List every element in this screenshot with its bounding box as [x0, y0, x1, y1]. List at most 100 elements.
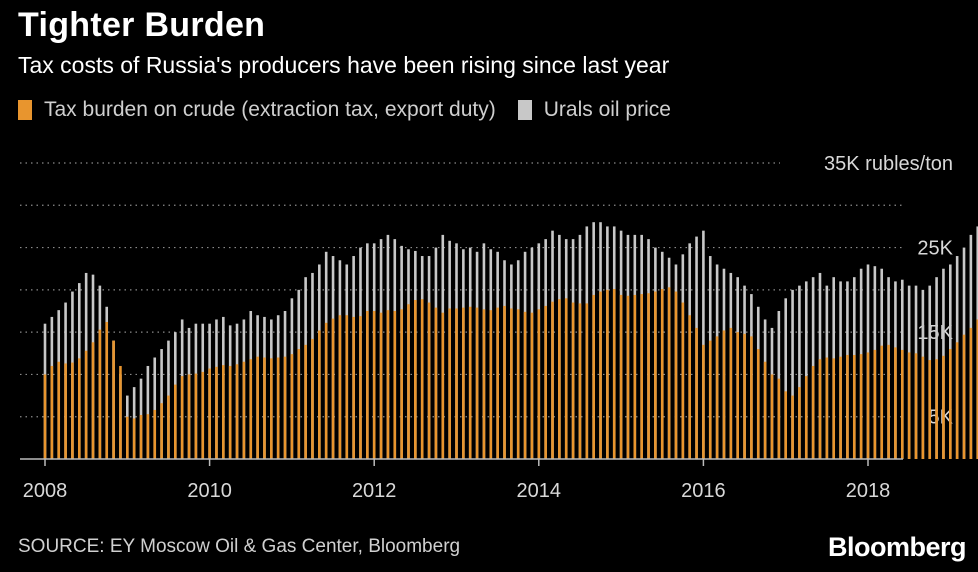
- tax-bar: [372, 311, 376, 459]
- tax-bar: [318, 330, 321, 459]
- tax-bar: [503, 305, 506, 459]
- tax-bar: [551, 301, 554, 459]
- tax-bar: [468, 306, 472, 459]
- tax-bar: [530, 312, 534, 459]
- tax-bar: [846, 354, 849, 459]
- chart-subtitle: Tax costs of Russia's producers have bee…: [18, 52, 670, 78]
- price-bar: [791, 289, 794, 459]
- tax-bar: [283, 356, 287, 459]
- tax-bar: [791, 395, 794, 459]
- tax-bar: [654, 291, 657, 459]
- tax-bar: [887, 344, 890, 459]
- tax-bar: [249, 359, 253, 459]
- tax-bar: [489, 310, 493, 459]
- tax-bar: [592, 294, 595, 459]
- legend-swatch-price: [517, 100, 532, 120]
- tax-bar: [544, 305, 547, 459]
- tax-bar: [153, 409, 157, 459]
- tax-bar: [235, 364, 239, 459]
- price-bar: [804, 281, 808, 459]
- tax-bar: [921, 356, 925, 459]
- tax-bar: [955, 342, 959, 459]
- tax-bar: [441, 312, 445, 459]
- tax-bar: [297, 349, 301, 459]
- tax-bar: [763, 361, 767, 459]
- y-tick-label: 25K: [917, 238, 953, 260]
- tax-bar: [928, 360, 932, 459]
- tax-bar: [695, 327, 698, 459]
- tax-bar: [448, 308, 451, 459]
- tax-bar: [619, 294, 623, 459]
- source-note: SOURCE: EY Moscow Oil & Gas Center, Bloo…: [18, 536, 461, 557]
- tax-bar: [276, 357, 280, 459]
- tax-bar: [969, 327, 973, 459]
- tax-bar: [640, 294, 643, 459]
- legend-label-price: Urals oil price: [543, 98, 671, 121]
- tax-bar: [187, 374, 191, 459]
- tax-bar: [564, 298, 568, 459]
- tax-bar: [352, 316, 355, 459]
- tax-bar: [866, 352, 870, 459]
- tax-bar: [386, 310, 390, 459]
- tax-bar: [612, 289, 616, 459]
- tax-bar: [935, 359, 938, 459]
- tax-bar: [475, 307, 479, 459]
- tax-bar: [578, 303, 582, 459]
- tax-bar: [873, 349, 877, 459]
- tax-bar: [174, 384, 177, 459]
- tax-bar: [194, 373, 198, 459]
- tax-bar: [523, 311, 527, 459]
- tax-bar: [43, 374, 47, 459]
- tax-bar: [427, 302, 431, 459]
- tax-bar: [414, 300, 417, 459]
- tax-bar: [482, 309, 486, 459]
- tax-bar: [77, 358, 81, 459]
- tax-bar: [208, 368, 211, 459]
- x-tick-label: 2014: [517, 480, 562, 502]
- tax-bar: [84, 350, 88, 459]
- tax-bar: [907, 352, 911, 459]
- tax-bar: [105, 321, 109, 459]
- tax-bar: [139, 415, 143, 459]
- x-tick-label: 2012: [352, 480, 397, 502]
- tax-bar: [798, 387, 801, 459]
- tax-bar: [228, 365, 232, 459]
- tax-bar: [379, 312, 383, 459]
- tax-bar: [201, 371, 205, 459]
- price-bar: [153, 357, 157, 459]
- tax-bar: [894, 347, 897, 459]
- tax-bar: [647, 293, 650, 459]
- tax-bar: [91, 342, 95, 459]
- tax-bar: [599, 291, 602, 459]
- tax-bar: [119, 365, 122, 459]
- tax-bar: [338, 315, 342, 459]
- tax-bar: [729, 327, 733, 459]
- tax-bar: [434, 307, 438, 459]
- legend-item-price: Urals oil price: [517, 98, 671, 122]
- tax-bar: [839, 356, 842, 459]
- tax-bar: [57, 361, 61, 459]
- tax-bar: [825, 357, 829, 459]
- tax-bar: [736, 332, 739, 459]
- tax-bar: [688, 315, 691, 459]
- tax-bar: [784, 391, 787, 459]
- tax-bar: [811, 365, 815, 459]
- x-tick-label: 2010: [187, 480, 232, 502]
- tax-bar: [311, 338, 314, 459]
- tax-bar: [420, 299, 424, 459]
- tax-bar: [756, 349, 760, 459]
- tax-bar: [667, 287, 671, 459]
- tax-bar: [242, 361, 246, 459]
- tax-bar: [976, 319, 978, 459]
- tax-bar: [132, 418, 136, 459]
- tax-bar: [832, 358, 836, 459]
- legend-label-tax: Tax burden on crude (extraction tax, exp…: [44, 98, 496, 121]
- legend-item-tax: Tax burden on crude (extraction tax, exp…: [18, 98, 496, 122]
- y-tick-label: 35K rubles/ton: [824, 153, 953, 175]
- tax-bar: [290, 354, 294, 459]
- tax-bar: [859, 354, 863, 459]
- tax-bar: [715, 336, 719, 459]
- tax-bar: [743, 333, 746, 459]
- tax-bar: [98, 329, 102, 459]
